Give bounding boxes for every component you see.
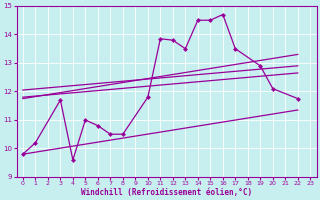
X-axis label: Windchill (Refroidissement éolien,°C): Windchill (Refroidissement éolien,°C) [81, 188, 252, 197]
